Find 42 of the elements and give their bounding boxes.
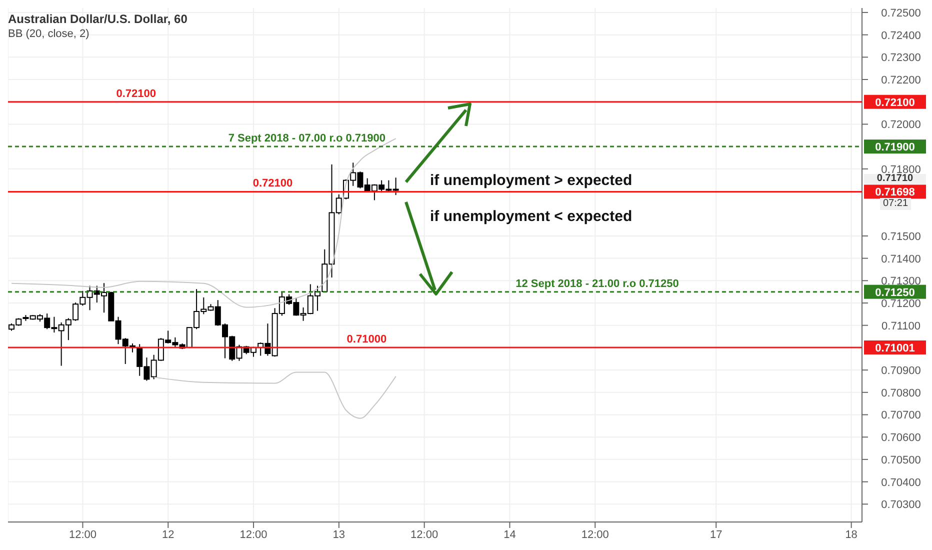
x-tick-label: 12:00 — [410, 528, 438, 541]
ref-line-label: 0.71698 — [875, 186, 915, 199]
y-tick-label: 0.71500 — [881, 230, 921, 243]
y-tick-label: 0.70300 — [881, 499, 921, 512]
ref-line-label: 0.71001 — [875, 342, 915, 354]
ref-line-label: 0.71250 — [875, 286, 915, 299]
annotation: 7 Sept 2018 - 07.00 r.o 0.71900 — [228, 132, 386, 145]
x-tick-label: 17 — [710, 528, 722, 541]
x-tick-label: 12 — [162, 528, 174, 541]
annotation: 12 Sept 2018 - 21.00 r.o 0.71250 — [516, 278, 679, 290]
y-tick-label: 0.70600 — [881, 432, 921, 444]
x-tick-label: 12:00 — [240, 528, 268, 541]
annotation: if unemployment < expected — [430, 208, 632, 225]
x-tick-label: 12:00 — [68, 528, 96, 541]
y-tick-label: 0.72500 — [881, 7, 921, 20]
x-tick-label: 12:00 — [581, 528, 609, 541]
annotation: 0.72100 — [116, 88, 156, 100]
text: BB (20, close, 2) — [8, 28, 90, 40]
y-tick-label: 0.72000 — [881, 119, 921, 132]
y-tick-label: 0.70500 — [881, 454, 921, 466]
y-tick-label: 0.70900 — [881, 365, 921, 378]
y-tick-label: 0.71400 — [881, 253, 921, 266]
x-tick-label: 18 — [845, 528, 858, 541]
text: 07:21 — [880, 198, 912, 210]
y-tick-label: 0.70400 — [881, 476, 921, 489]
text: 0.71710 — [864, 172, 926, 184]
ref-line-label: 0.72100 — [875, 96, 915, 109]
chart-title: Australian Dollar/U.S. Dollar, 60 — [8, 12, 188, 26]
y-tick-label: 0.71300 — [881, 276, 921, 288]
y-tick-label: 0.71100 — [882, 320, 920, 332]
y-tick-label: 0.72200 — [881, 74, 921, 87]
annotation: if unemployment > expected — [430, 172, 632, 189]
annotation: 0.71000 — [346, 333, 387, 346]
x-tick-label: 13 — [332, 528, 346, 541]
y-tick-label: 0.70700 — [881, 410, 921, 422]
y-tick-label: 0.72300 — [881, 52, 921, 64]
annotation: 0.72100 — [252, 178, 293, 190]
ref-line-label: 0.71900 — [875, 142, 915, 154]
y-tick-label: 0.71200 — [881, 298, 921, 310]
y-tick-label: 0.72400 — [881, 30, 921, 42]
y-tick-label: 0.70800 — [881, 387, 921, 400]
x-tick-label: 14 — [504, 528, 516, 541]
